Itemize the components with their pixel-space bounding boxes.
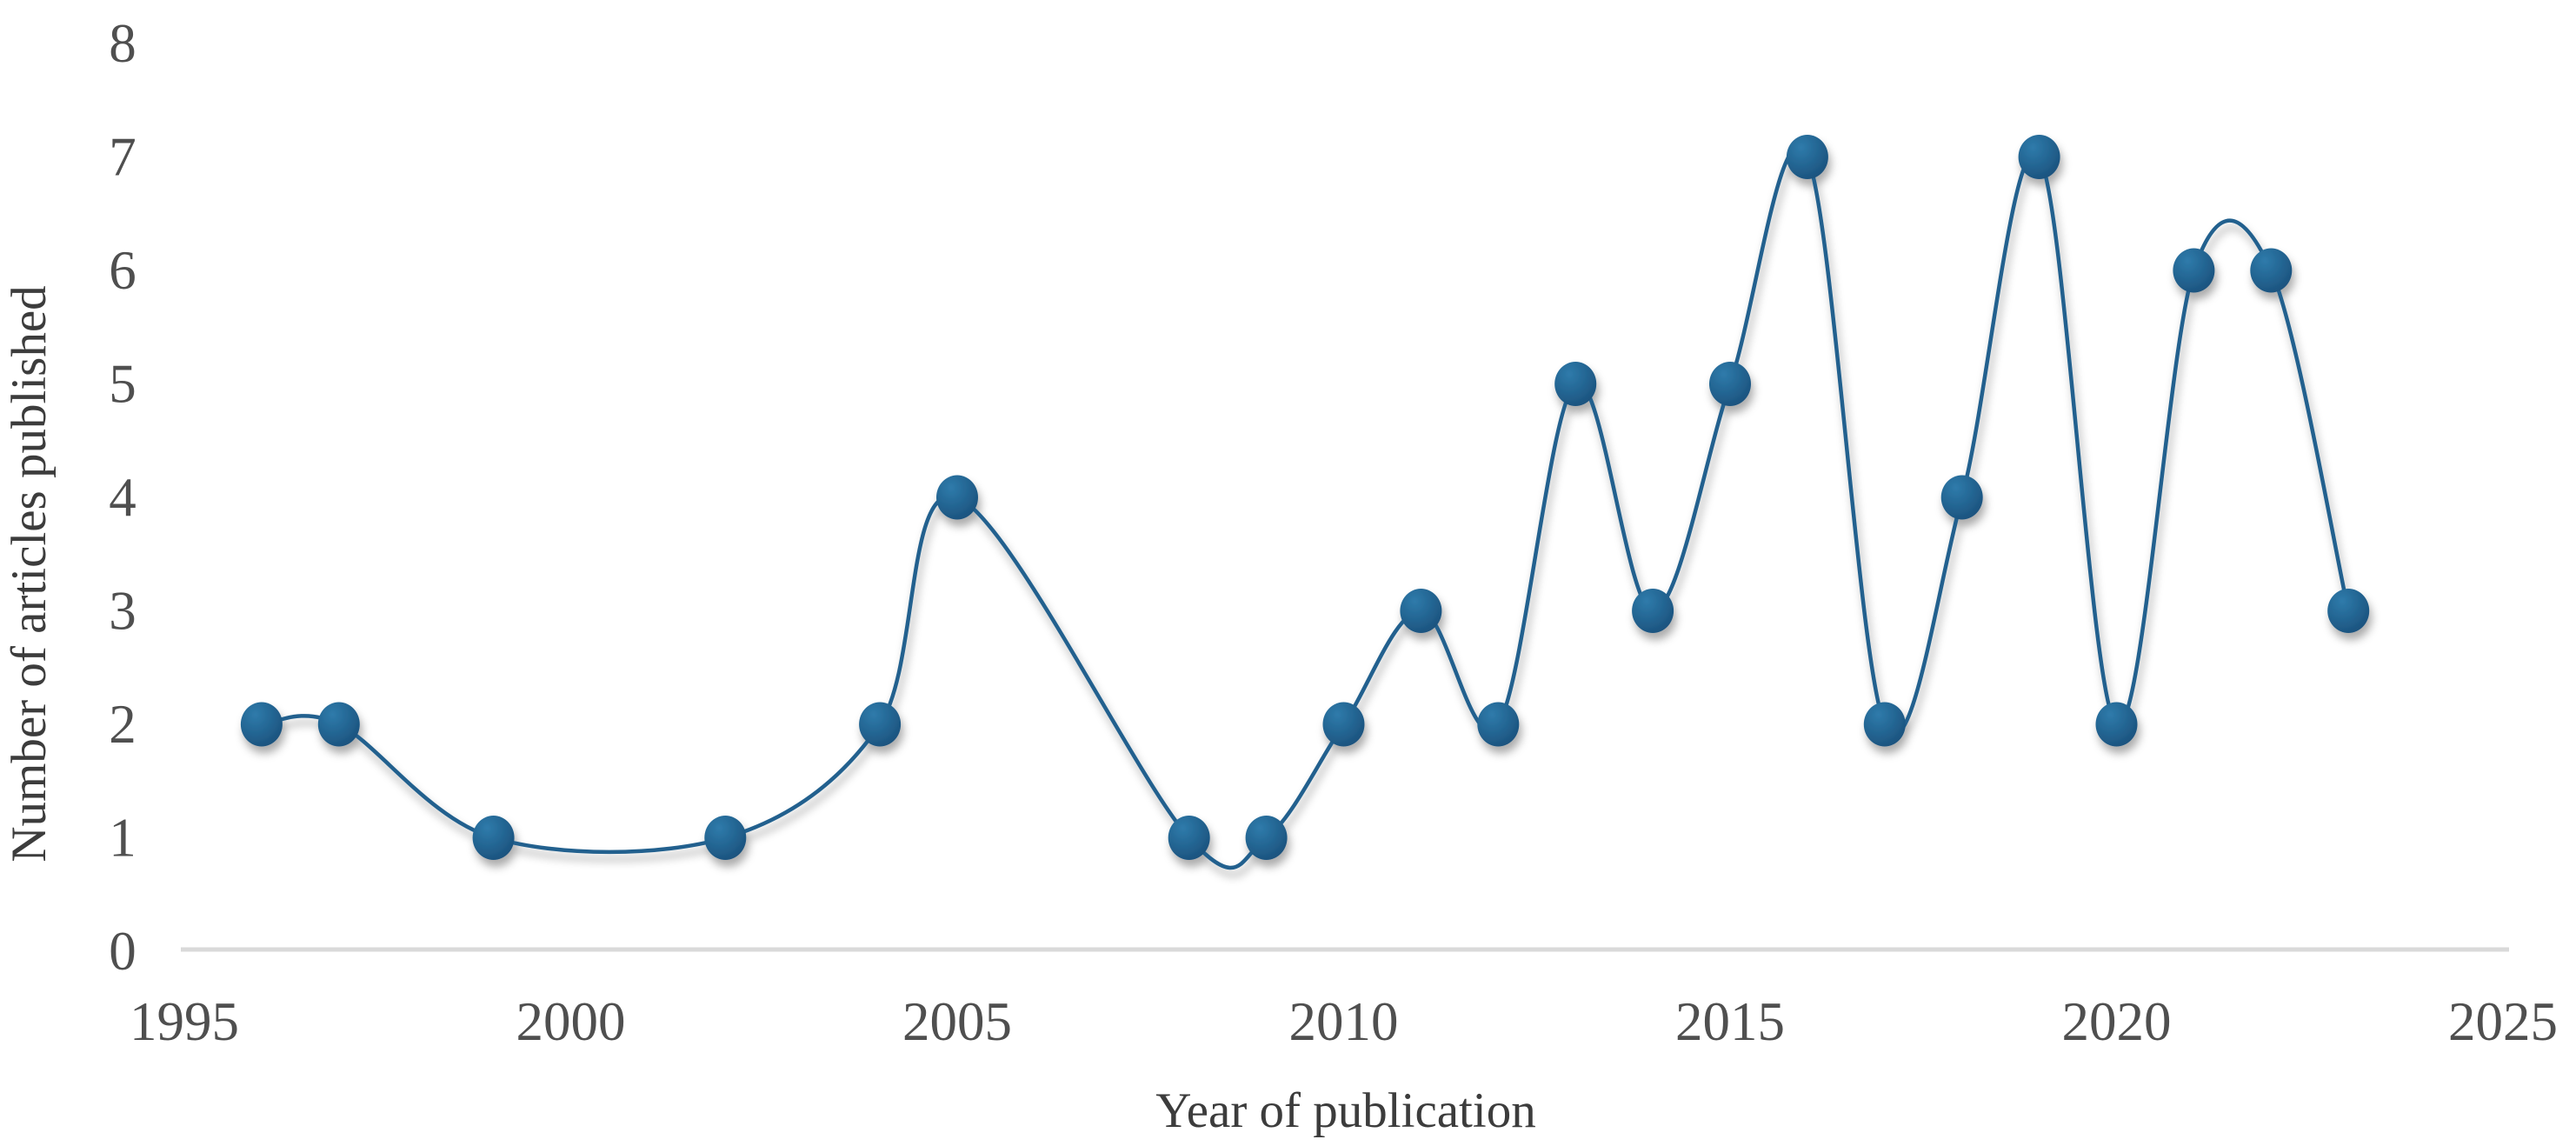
data-point-marker	[1322, 702, 1365, 747]
data-point-marker	[1632, 589, 1674, 633]
data-point-marker	[2173, 248, 2215, 293]
y-tick-label: 3	[109, 581, 136, 642]
data-point-marker	[240, 702, 283, 747]
y-axis-tick-labels: 0 1 2 3 4 5 6 7 8	[109, 13, 136, 982]
x-axis-title: Year of publication	[1155, 1083, 1535, 1138]
y-tick-label: 4	[109, 467, 136, 528]
y-tick-label: 5	[109, 354, 136, 415]
y-tick-label: 8	[109, 13, 136, 74]
x-tick-label: 1995	[130, 991, 239, 1052]
series-smooth-line	[259, 145, 2351, 870]
x-tick-label: 2010	[1289, 991, 1399, 1052]
data-point-marker	[2250, 248, 2293, 293]
data-point-marker	[472, 816, 515, 860]
x-tick-label: 2000	[516, 991, 626, 1052]
data-point-marker	[1940, 475, 1983, 520]
data-point-marker	[1863, 702, 1906, 747]
y-tick-label: 7	[109, 127, 136, 188]
data-point-marker	[317, 702, 360, 747]
data-point-marker	[704, 816, 747, 860]
y-tick-label: 2	[109, 694, 136, 755]
data-point-marker	[859, 702, 902, 747]
x-tick-label: 2025	[2448, 991, 2558, 1052]
data-point-marker	[1245, 816, 1288, 860]
data-point-marker	[2018, 135, 2060, 179]
data-point-marker	[1400, 589, 1442, 633]
data-point-marker	[1709, 362, 1751, 406]
data-point-marker	[1477, 702, 1520, 747]
data-point-marker	[1554, 362, 1597, 406]
y-tick-label: 1	[109, 808, 136, 869]
data-point-marker	[2095, 702, 2138, 747]
data-point-marker	[1168, 816, 1210, 860]
data-point-marker	[1786, 135, 1828, 179]
x-tick-label: 2015	[1675, 991, 1785, 1052]
data-point-markers	[240, 135, 2370, 860]
x-axis-tick-labels: 1995 2000 2005 2010 2015 2020 2025	[130, 991, 2558, 1052]
data-point-marker	[2327, 589, 2370, 633]
axes: 0 1 2 3 4 5 6 7 8 1995 2000 2005 2010 2015 2020 2025	[109, 13, 2558, 1052]
data-point-marker	[936, 475, 978, 520]
series-articles-published	[240, 135, 2370, 870]
x-tick-label: 2020	[2062, 991, 2172, 1052]
y-tick-label: 6	[109, 240, 136, 301]
y-tick-label: 0	[109, 921, 136, 982]
x-tick-label: 2005	[902, 991, 1012, 1052]
y-axis-title: Number of articles published	[2, 285, 57, 862]
